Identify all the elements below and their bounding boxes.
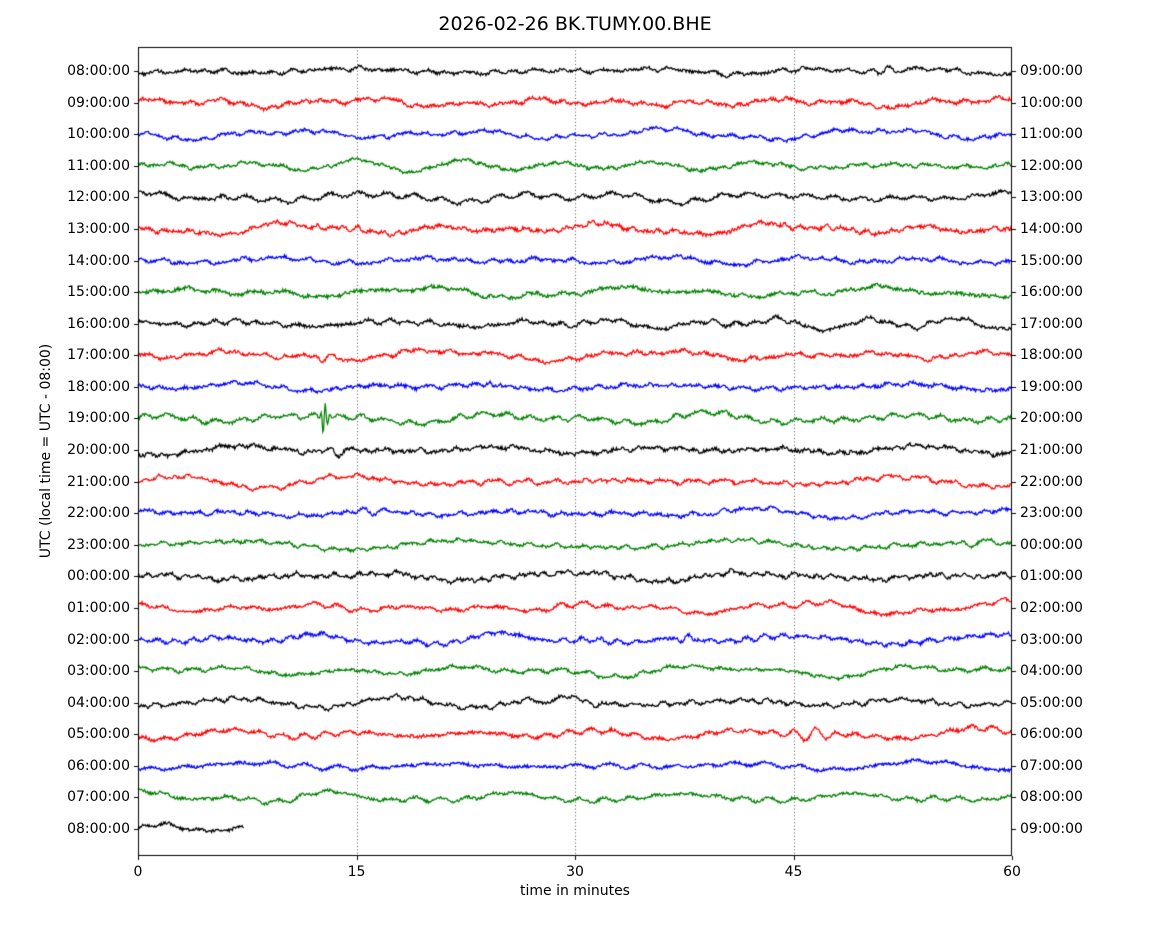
- local-tick-label: 10:00:00: [1020, 94, 1083, 111]
- local-tick-label: 03:00:00: [1020, 631, 1083, 648]
- local-tick-label: 11:00:00: [1020, 126, 1083, 143]
- local-tick-label: 19:00:00: [1020, 378, 1083, 395]
- utc-tick-label: 07:00:00: [67, 789, 130, 806]
- local-tick-label: 15:00:00: [1020, 252, 1083, 269]
- local-tick-label: 08:00:00: [1020, 789, 1083, 806]
- x-tick-label: 45: [784, 864, 803, 880]
- local-tick-label: 12:00:00: [1020, 157, 1083, 174]
- utc-tick-label: 03:00:00: [67, 663, 130, 680]
- local-tick-label: 17:00:00: [1020, 315, 1083, 332]
- utc-tick-label: 06:00:00: [67, 757, 130, 774]
- local-tick-label: 05:00:00: [1020, 694, 1083, 711]
- utc-tick-label: 11:00:00: [67, 157, 130, 174]
- utc-tick-label: 17:00:00: [67, 347, 130, 364]
- local-tick-label: 06:00:00: [1020, 726, 1083, 743]
- utc-tick-label: 19:00:00: [67, 410, 130, 427]
- utc-tick-label: 15:00:00: [67, 284, 130, 301]
- utc-tick-label: 14:00:00: [67, 252, 130, 269]
- utc-tick-label: 10:00:00: [67, 126, 130, 143]
- utc-tick-label: 08:00:00: [67, 821, 130, 837]
- x-tick-label: 30: [566, 864, 584, 880]
- y-axis-label: UTC (local time = UTC - 08:00): [38, 343, 54, 559]
- x-axis-label: time in minutes: [520, 883, 630, 899]
- utc-tick-label: 13:00:00: [67, 220, 130, 237]
- local-tick-label: 18:00:00: [1020, 347, 1083, 364]
- local-tick-label: 13:00:00: [1020, 189, 1083, 206]
- utc-tick-label: 04:00:00: [67, 694, 130, 711]
- local-tick-label: 09:00:00: [1020, 63, 1083, 79]
- local-tick-label: 21:00:00: [1020, 442, 1083, 458]
- utc-tick-label: 09:00:00: [67, 94, 130, 111]
- local-tick-label: 23:00:00: [1020, 505, 1083, 522]
- utc-tick-label: 22:00:00: [67, 505, 130, 522]
- x-tick-label: 0: [133, 864, 143, 880]
- utc-tick-label: 02:00:00: [67, 631, 130, 648]
- local-tick-label: 02:00:00: [1020, 599, 1083, 616]
- local-tick-label: 16:00:00: [1020, 284, 1083, 301]
- utc-tick-label: 00:00:00: [67, 568, 130, 585]
- utc-tick-label: 12:00:00: [67, 189, 130, 206]
- local-tick-label: 14:00:00: [1020, 220, 1083, 237]
- x-tick-label: 60: [1003, 864, 1021, 880]
- local-tick-label: 20:00:00: [1020, 410, 1083, 427]
- utc-tick-label: 21:00:00: [67, 473, 130, 490]
- local-tick-label: 00:00:00: [1020, 536, 1083, 553]
- page-title: 2026-02-26 BK.TUMY.00.BHE: [438, 13, 712, 35]
- utc-tick-label: 23:00:00: [67, 536, 130, 553]
- utc-tick-label: 08:00:00: [67, 63, 130, 79]
- local-tick-label: 01:00:00: [1020, 568, 1083, 585]
- utc-tick-label: 18:00:00: [67, 378, 130, 395]
- local-tick-label: 07:00:00: [1020, 757, 1083, 774]
- local-tick-label: 09:00:00: [1020, 821, 1083, 837]
- utc-tick-label: 16:00:00: [67, 315, 130, 332]
- local-tick-label: 04:00:00: [1020, 663, 1083, 680]
- utc-tick-label: 01:00:00: [67, 599, 130, 616]
- utc-tick-label: 20:00:00: [67, 442, 130, 458]
- utc-tick-label: 05:00:00: [67, 726, 130, 743]
- local-tick-label: 22:00:00: [1020, 473, 1083, 490]
- x-tick-label: 15: [347, 864, 366, 880]
